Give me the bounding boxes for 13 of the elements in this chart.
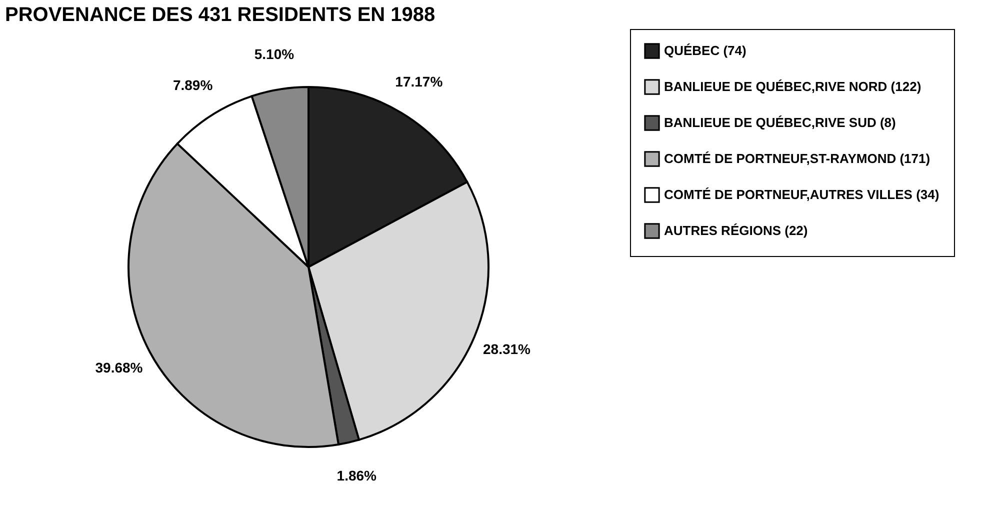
chart-title: PROVENANCE DES 431 RESIDENTS EN 1988 xyxy=(5,4,436,26)
legend-label: QUÉBEC (74) xyxy=(664,43,746,58)
legend-label: BANLIEUE DE QUÉBEC,RIVE NORD (122) xyxy=(664,79,922,94)
data-label: 1.86% xyxy=(336,468,378,484)
data-label: 5.10% xyxy=(254,46,295,62)
legend-label: BANLIEUE DE QUÉBEC,RIVE SUD (8) xyxy=(664,115,896,130)
legend-label: COMTÉ DE PORTNEUF,AUTRES VILLES (34) xyxy=(664,187,940,202)
legend-label: COMTÉ DE PORTNEUF,ST-RAYMOND (171) xyxy=(664,151,930,166)
data-label: 7.89% xyxy=(172,76,214,93)
legend-label: AUTRES RÉGIONS (22) xyxy=(664,223,808,238)
data-label: 17.17% xyxy=(395,74,444,90)
data-label: 39.68% xyxy=(95,360,144,376)
data-label: 28.31% xyxy=(483,341,532,358)
